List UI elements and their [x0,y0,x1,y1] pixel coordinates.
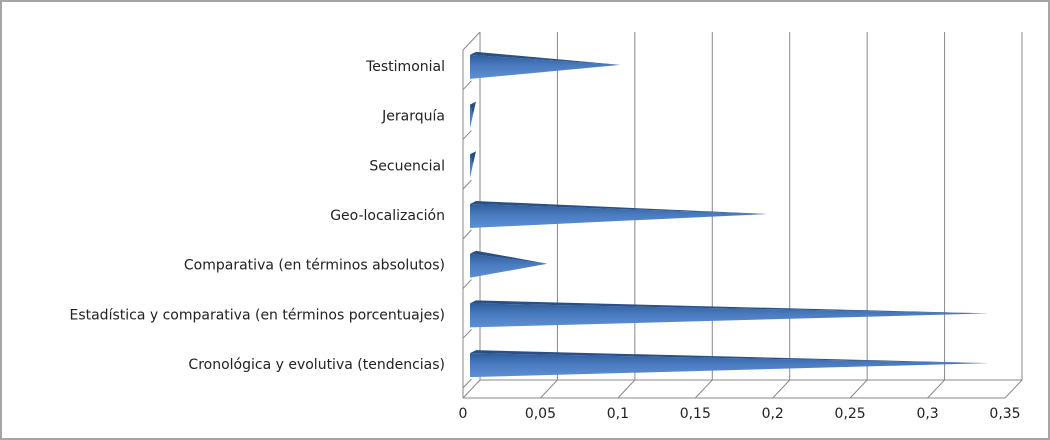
x-tick-label: 0,2 [762,406,784,422]
x-tick-label: 0,3 [916,406,938,422]
x-tick-label: 0,1 [607,406,629,422]
bar-facet [470,51,621,65]
y-tick-label: Estadística y comparativa (en términos p… [69,307,445,323]
bar [470,154,473,179]
grid-line [617,32,636,399]
grid-line [462,32,481,399]
category-tick [462,130,472,140]
y-tick-label: Testimonial [365,59,445,75]
x-tick-label: 0 [459,406,468,422]
category-tick [462,328,472,339]
bar-facet [470,151,476,165]
x-tick-label: 0,35 [989,406,1020,422]
category-tick [462,378,472,389]
y-tick-label: Jerarquía [381,109,445,125]
x-tick-label: 0,25 [835,406,866,422]
x-tick-label: 0,05 [525,406,556,422]
grid-line [540,32,558,399]
bar [470,353,989,378]
bar-facet [470,350,989,364]
bar [470,104,473,129]
bar-facet [470,201,768,214]
grid-line [849,32,868,399]
axis-corner [462,31,481,51]
bar [470,253,548,278]
bar-facet [470,300,989,314]
y-tick-label: Cronológica y evolutiva (tendencias) [188,357,445,373]
y-tick-label: Geo-localización [330,208,445,224]
category-tick [462,229,472,240]
y-tick-label: Secuencial [369,158,445,174]
bar-facet [470,101,476,115]
bar [470,204,768,228]
category-tick [462,80,472,91]
y-tick-label: Comparativa (en términos absolutos) [184,258,445,274]
category-tick [462,279,472,289]
grid-line [1004,32,1023,399]
grid-line [772,32,791,399]
x-tick-label: 0,15 [680,406,711,422]
bar [470,54,621,79]
category-tick [462,179,472,190]
grid-line [927,32,946,399]
bar [470,303,989,328]
bar-facet [470,250,548,264]
grid-line [694,32,713,399]
